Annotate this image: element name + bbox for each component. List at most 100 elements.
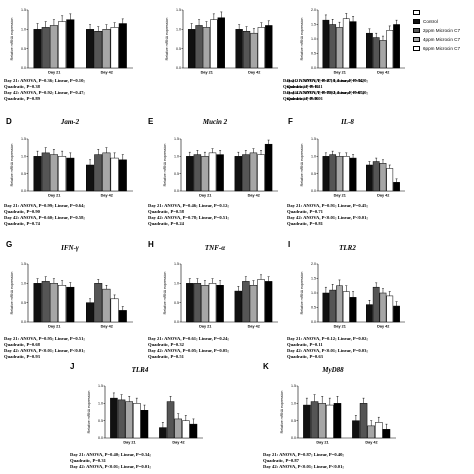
panel-title: Jam-2 bbox=[60, 118, 80, 126]
bar bbox=[265, 25, 273, 69]
y-tick-label: 0.5 bbox=[176, 47, 181, 51]
bar-chart: Relative mRNA expression 0.0 0.5 1.0 1.5 Day … bbox=[280, 384, 398, 448]
x-tick-label: Day 21 bbox=[199, 325, 211, 329]
panel-k: K MyD88 Relative mRNA expression 0.0 0.5 1.… bbox=[258, 362, 408, 474]
bar bbox=[242, 281, 250, 323]
panel-j: J TLR4 Relative mRNA expression 0.0 0.5 1.0… bbox=[65, 362, 215, 474]
stats-text: Day 21: ANOVA, P=0.87; Linear, P=0.40; Qu… bbox=[263, 452, 344, 470]
y-axis-label: Relative mRNA expression bbox=[10, 144, 14, 187]
stats-line: Quadratic, P=0.93 bbox=[4, 353, 40, 359]
stats-line: Quadratic, P=0.87 bbox=[263, 457, 299, 463]
stats-text: Day 21: ANOVA, P=0.46; Linear, P=0.12; Qu… bbox=[148, 203, 229, 227]
y-tick-label: 0.5 bbox=[311, 52, 316, 56]
stats-line: Quadratic, P=0.63 bbox=[287, 353, 323, 359]
bar bbox=[208, 152, 217, 192]
y-tick-label: 1.5 bbox=[174, 262, 179, 266]
bar bbox=[58, 156, 67, 192]
x-tick-label: Day 42 bbox=[377, 325, 389, 329]
legend-label: 6ppm Microcin C7 bbox=[423, 46, 461, 51]
legend-item: 6ppm Microcin C7 bbox=[413, 44, 460, 53]
panel-title: TLR4 bbox=[131, 366, 149, 374]
bar bbox=[102, 288, 111, 323]
stats-line: Quadratic, P=0.58 bbox=[148, 208, 184, 214]
stats-line: Day 21: ANOVA, P=0.95; Linear, P=0.51; bbox=[4, 336, 85, 341]
bar bbox=[133, 403, 141, 439]
stats-line: Day 42: ANOVA, P=0.78; Linear, P=0.51; bbox=[148, 214, 229, 220]
stats-line: Quadratic, P=0.68 bbox=[4, 341, 40, 347]
stats-line: Day 21: ANOVA, P=0.91; Linear, P=0.45; bbox=[287, 203, 368, 208]
stats-line: Quadratic, P=0.51 bbox=[148, 353, 184, 359]
y-tick-label: 0.5 bbox=[311, 306, 316, 310]
stats-line: Quadratic, P=0.38 bbox=[4, 83, 40, 89]
y-tick-label: 0.0 bbox=[311, 320, 316, 324]
y-tick-label: 1.0 bbox=[174, 282, 179, 286]
y-tick-label: 0.0 bbox=[21, 66, 26, 70]
panel-c: Relative mRNA expression 0.0 0.5 1.0 1.5 2.0 D… bbox=[285, 0, 410, 118]
bar bbox=[189, 423, 198, 439]
bar-chart: Relative mRNA expression 0.0 0.5 1.0 1.5 Day … bbox=[10, 262, 135, 332]
legend-item: 2ppm Microcin C7 bbox=[413, 26, 460, 35]
stats-line: Day 42: ANOVA, P=0.60; Linear, P=0.58; bbox=[4, 214, 85, 220]
legend-item: 4ppm Microcin C7 bbox=[413, 35, 460, 44]
bar bbox=[234, 156, 243, 192]
bar bbox=[372, 161, 380, 192]
panel-title: TLR2 bbox=[339, 244, 356, 252]
y-tick-label: 0.0 bbox=[21, 189, 26, 193]
stats-line: Quadratic, P=0.32 bbox=[148, 341, 184, 347]
bar-chart: Relative mRNA expression 0.0 0.5 1.0 1.5 Day … bbox=[87, 384, 205, 448]
y-tick-label: 1.0 bbox=[311, 155, 316, 159]
stats-line: Day 42: ANOVA, P<0.01; Linear, P<0.01; bbox=[287, 214, 368, 220]
bar bbox=[386, 295, 394, 323]
bar bbox=[382, 429, 391, 439]
legend-label: 2ppm Microcin C7 bbox=[423, 28, 461, 33]
bar bbox=[195, 25, 203, 69]
panel-title: IL-8 bbox=[341, 118, 354, 126]
stats-line: Quadratic, P=0.89 bbox=[4, 95, 40, 101]
bar bbox=[257, 279, 265, 323]
bar bbox=[66, 19, 75, 69]
y-axis-label: Relative mRNA expression bbox=[10, 272, 14, 315]
stats-line: Day 42: ANOVA, P<0.01; Linear, P<0.01; bbox=[4, 347, 85, 353]
y-tick-label: 1.0 bbox=[311, 291, 316, 295]
chart-svg: Relative mRNA expression 0.0 0.5 1.0 1.5 Day … bbox=[300, 137, 405, 198]
panel-b: Relative mRNA expression 0.0 0.5 1.0 1.5 Day … bbox=[145, 0, 364, 118]
legend-item bbox=[413, 8, 460, 17]
bar bbox=[208, 283, 217, 323]
bar bbox=[216, 154, 224, 192]
stats-line: Day 21: ANOVA, P=0.36; Linear, P=0.10; bbox=[4, 78, 85, 83]
x-tick-label: Day 21 bbox=[334, 194, 346, 198]
bar bbox=[118, 23, 127, 69]
stats-line: Quadratic, P=0.90 bbox=[4, 208, 40, 214]
bar bbox=[201, 156, 209, 192]
bar bbox=[41, 281, 50, 323]
legend-item: Control bbox=[413, 17, 460, 26]
bar bbox=[186, 156, 194, 192]
stats-line: Day 21: ANOVA, P=0.87; Linear, P=0.40; bbox=[263, 452, 344, 457]
stats-line: Day 21: ANOVA, P=0.61; Linear, P=0.24; bbox=[148, 336, 229, 341]
bar bbox=[352, 420, 360, 439]
panel-d: D Jam-2 Relative mRNA expression 0.0 0.5 1.… bbox=[0, 117, 140, 235]
bar bbox=[210, 19, 218, 69]
bar bbox=[329, 289, 337, 323]
bar bbox=[159, 427, 167, 439]
y-tick-label: 1.5 bbox=[21, 8, 26, 12]
y-tick-label: 0.0 bbox=[174, 189, 179, 193]
bar bbox=[94, 154, 103, 192]
bar bbox=[375, 422, 383, 439]
x-tick-label: Day 42 bbox=[248, 71, 260, 75]
y-tick-label: 0.5 bbox=[311, 172, 316, 176]
panel-g: G IFN-γ Relative mRNA expression 0.0 0.5 1.… bbox=[0, 240, 140, 365]
y-tick-label: 1.0 bbox=[21, 28, 26, 32]
y-tick-label: 1.5 bbox=[311, 137, 316, 141]
bar bbox=[94, 283, 103, 323]
legend-swatch bbox=[413, 37, 420, 42]
x-tick-label: Day 21 bbox=[334, 325, 346, 329]
legend-swatch bbox=[413, 46, 420, 51]
bar bbox=[58, 21, 67, 69]
stats-line: Quadratic, P=0.16 bbox=[283, 83, 319, 89]
stats-line: Day 21: ANOVA, P=0.46; Linear, P=0.12; bbox=[148, 203, 229, 208]
panel-title: Mucin 2 bbox=[202, 118, 228, 126]
bar bbox=[342, 156, 350, 192]
bar bbox=[33, 29, 42, 69]
chart-svg: Relative mRNA expression 0.0 0.5 1.0 1.5 Day … bbox=[280, 384, 396, 445]
